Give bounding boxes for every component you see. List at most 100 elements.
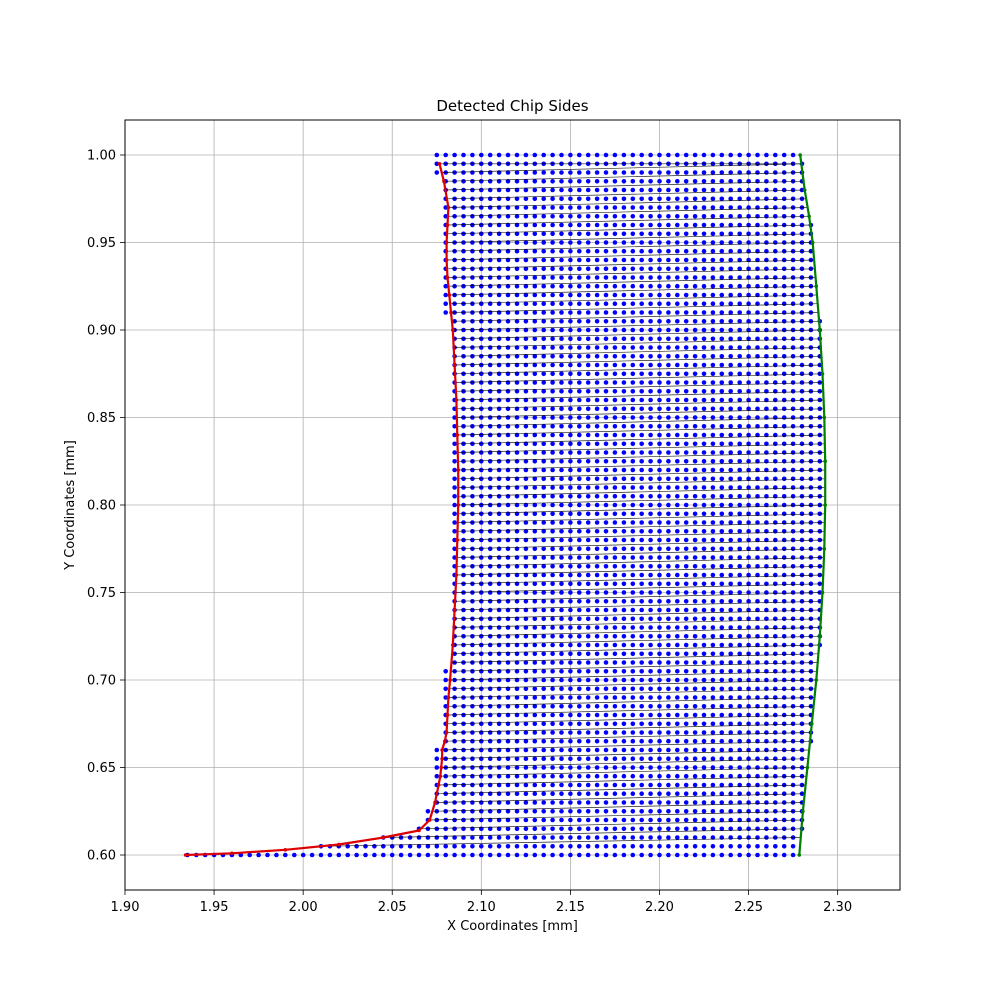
grid-point xyxy=(719,371,725,377)
grid-point xyxy=(746,310,751,315)
grid-point xyxy=(585,179,591,184)
grid-point xyxy=(496,283,502,289)
grid-point xyxy=(675,773,680,779)
grid-point xyxy=(755,782,760,788)
grid-point xyxy=(577,800,582,805)
grid-point xyxy=(639,380,644,385)
connector-line xyxy=(457,434,825,445)
grid-point xyxy=(764,187,769,193)
grid-point xyxy=(639,773,644,779)
grid-point xyxy=(701,266,707,272)
grid-point xyxy=(577,738,582,744)
grid-point xyxy=(790,721,796,727)
grid-point xyxy=(603,835,609,840)
grid-point xyxy=(577,502,582,508)
grid-point xyxy=(470,642,475,648)
grid-point xyxy=(532,354,538,359)
connector-line xyxy=(446,259,815,270)
grid-point xyxy=(675,196,680,202)
grid-point xyxy=(612,310,618,315)
grid-point xyxy=(799,406,805,412)
grid-point xyxy=(666,397,671,403)
grid-point xyxy=(657,704,662,709)
grid-point xyxy=(550,301,555,307)
grid-point xyxy=(657,196,662,202)
grid-point xyxy=(585,660,591,665)
grid-point xyxy=(568,721,573,727)
grid-point xyxy=(728,459,733,464)
grid-point xyxy=(790,660,796,665)
grid-point xyxy=(479,738,484,744)
grid-point xyxy=(452,782,457,788)
grid-point xyxy=(532,292,538,298)
grid-point xyxy=(790,214,796,219)
grid-point xyxy=(666,607,671,613)
grid-point xyxy=(737,467,742,473)
grid-point xyxy=(532,529,538,534)
grid-point xyxy=(487,485,493,490)
grid-point xyxy=(692,546,698,552)
grid-point xyxy=(701,345,707,350)
grid-point xyxy=(692,362,698,368)
grid-point xyxy=(781,327,787,333)
grid-point xyxy=(470,170,475,175)
grid-point xyxy=(532,179,538,184)
grid-point xyxy=(541,712,546,718)
grid-point xyxy=(568,450,573,455)
grid-point xyxy=(710,415,716,420)
grid-point xyxy=(657,424,662,429)
right-side-point xyxy=(810,240,815,245)
grid-point xyxy=(577,817,582,823)
grid-point xyxy=(692,634,698,639)
grid-point xyxy=(532,844,538,849)
grid-point xyxy=(568,214,573,219)
grid-point xyxy=(514,756,520,761)
grid-point xyxy=(630,520,636,525)
grid-point xyxy=(550,738,555,744)
grid-point xyxy=(452,511,457,517)
grid-point xyxy=(630,502,636,508)
grid-point xyxy=(764,844,769,849)
grid-point xyxy=(701,362,707,368)
grid-point xyxy=(621,432,627,438)
grid-point xyxy=(719,765,725,770)
grid-point xyxy=(612,590,618,595)
grid-point xyxy=(532,791,538,796)
grid-point xyxy=(479,581,484,587)
grid-point xyxy=(550,555,555,560)
grid-point xyxy=(470,310,475,315)
grid-point xyxy=(692,817,698,823)
grid-point xyxy=(603,485,609,490)
left-side-point xyxy=(444,240,449,245)
grid-point xyxy=(612,354,618,359)
grid-point xyxy=(541,389,546,394)
grid-point xyxy=(639,248,644,254)
grid-point xyxy=(577,791,582,796)
grid-point xyxy=(487,581,493,587)
grid-point xyxy=(773,529,778,534)
grid-point xyxy=(683,564,689,569)
grid-point xyxy=(683,712,689,718)
grid-point xyxy=(523,607,529,613)
grid-point xyxy=(532,345,538,350)
grid-point xyxy=(479,275,484,280)
grid-point xyxy=(648,564,653,569)
grid-point xyxy=(648,336,653,342)
grid-point xyxy=(470,712,475,718)
grid-point xyxy=(568,520,573,525)
grid-point xyxy=(683,599,689,604)
grid-point xyxy=(577,511,582,517)
y-tick-label: 0.85 xyxy=(87,411,116,426)
grid-point xyxy=(621,345,627,350)
grid-point xyxy=(648,529,653,534)
grid-point xyxy=(657,283,662,289)
grid-point xyxy=(523,809,529,814)
grid-point xyxy=(594,844,600,849)
connector-line xyxy=(457,513,826,523)
grid-point xyxy=(630,581,636,587)
grid-point xyxy=(621,494,627,499)
grid-point xyxy=(523,616,529,622)
grid-point xyxy=(532,362,538,368)
grid-point xyxy=(568,196,573,202)
grid-point xyxy=(568,529,573,534)
